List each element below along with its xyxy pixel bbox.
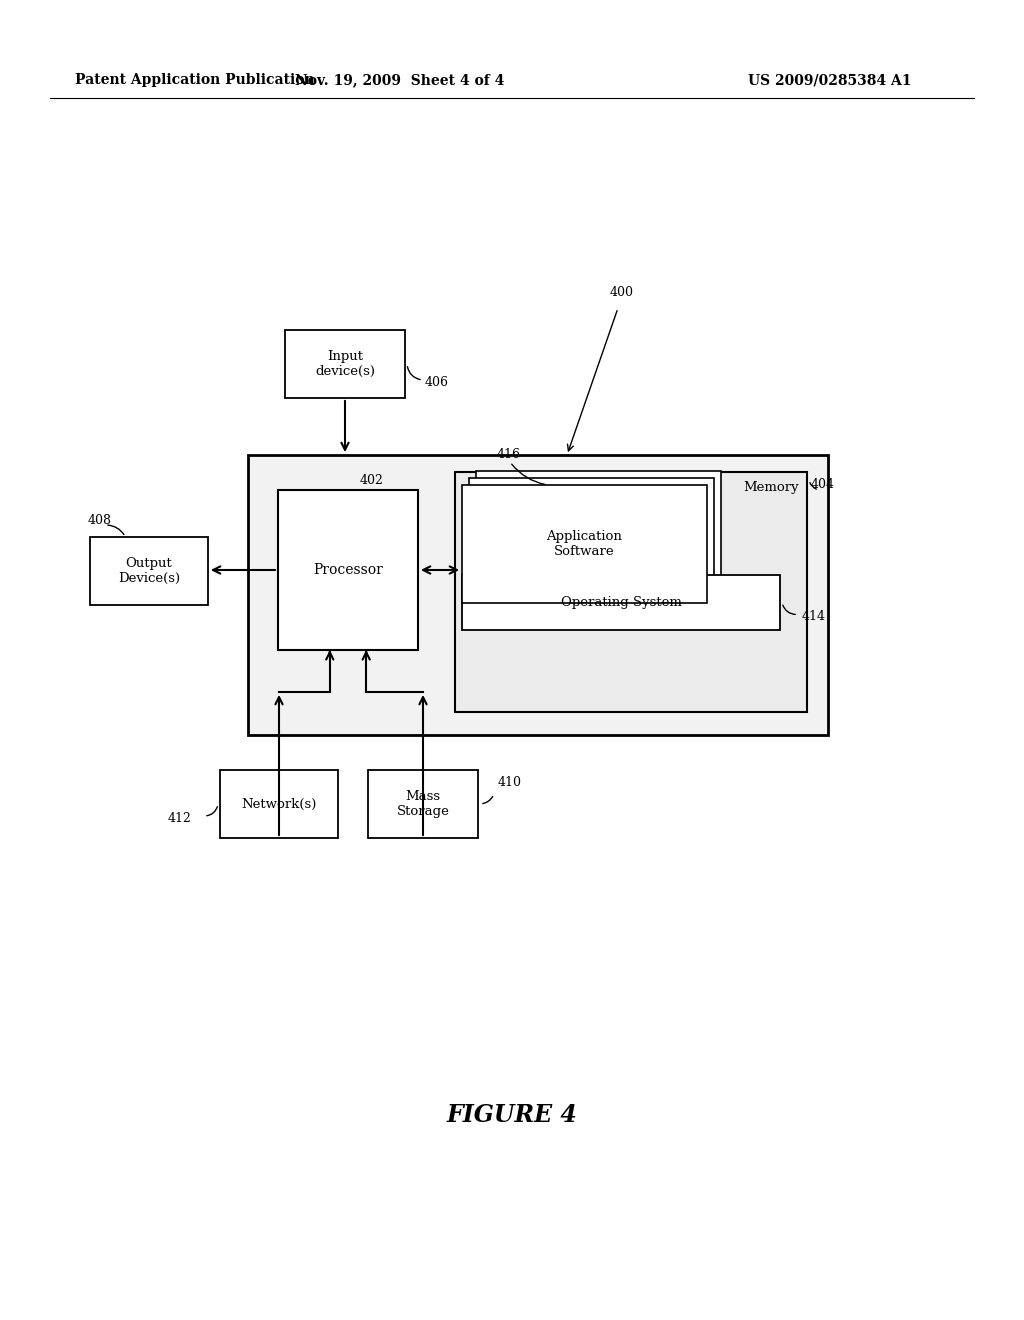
Text: FIGURE 4: FIGURE 4 — [446, 1104, 578, 1127]
Text: Network(s): Network(s) — [242, 797, 316, 810]
Text: 416: 416 — [497, 449, 521, 462]
Bar — [455, 473, 807, 711]
Text: Memory: Memory — [743, 482, 799, 495]
Bar — [476, 471, 721, 589]
Text: Processor: Processor — [313, 564, 383, 577]
Text: 402: 402 — [360, 474, 384, 487]
Text: Output
Device(s): Output Device(s) — [118, 557, 180, 585]
Text: Input
device(s): Input device(s) — [315, 350, 375, 378]
Text: 414: 414 — [802, 610, 826, 623]
Text: 412: 412 — [168, 812, 193, 825]
Text: Patent Application Publication: Patent Application Publication — [75, 73, 314, 87]
Text: Application
Software: Application Software — [547, 531, 623, 558]
Text: Nov. 19, 2009  Sheet 4 of 4: Nov. 19, 2009 Sheet 4 of 4 — [295, 73, 505, 87]
Bar — [285, 330, 406, 399]
Bar — [469, 478, 714, 597]
Text: 408: 408 — [88, 515, 112, 528]
Bar — [278, 490, 418, 649]
Bar — [462, 576, 780, 630]
Bar — [462, 484, 707, 603]
Bar — [90, 537, 208, 605]
Text: 400: 400 — [610, 285, 634, 298]
Text: Operating System: Operating System — [560, 597, 681, 609]
Bar — [220, 770, 338, 838]
Text: Mass
Storage: Mass Storage — [396, 789, 450, 818]
Text: 410: 410 — [498, 776, 522, 788]
Text: 406: 406 — [425, 375, 449, 388]
Bar — [368, 770, 478, 838]
Text: 404: 404 — [811, 478, 835, 491]
Text: US 2009/0285384 A1: US 2009/0285384 A1 — [749, 73, 911, 87]
Bar — [248, 455, 828, 735]
